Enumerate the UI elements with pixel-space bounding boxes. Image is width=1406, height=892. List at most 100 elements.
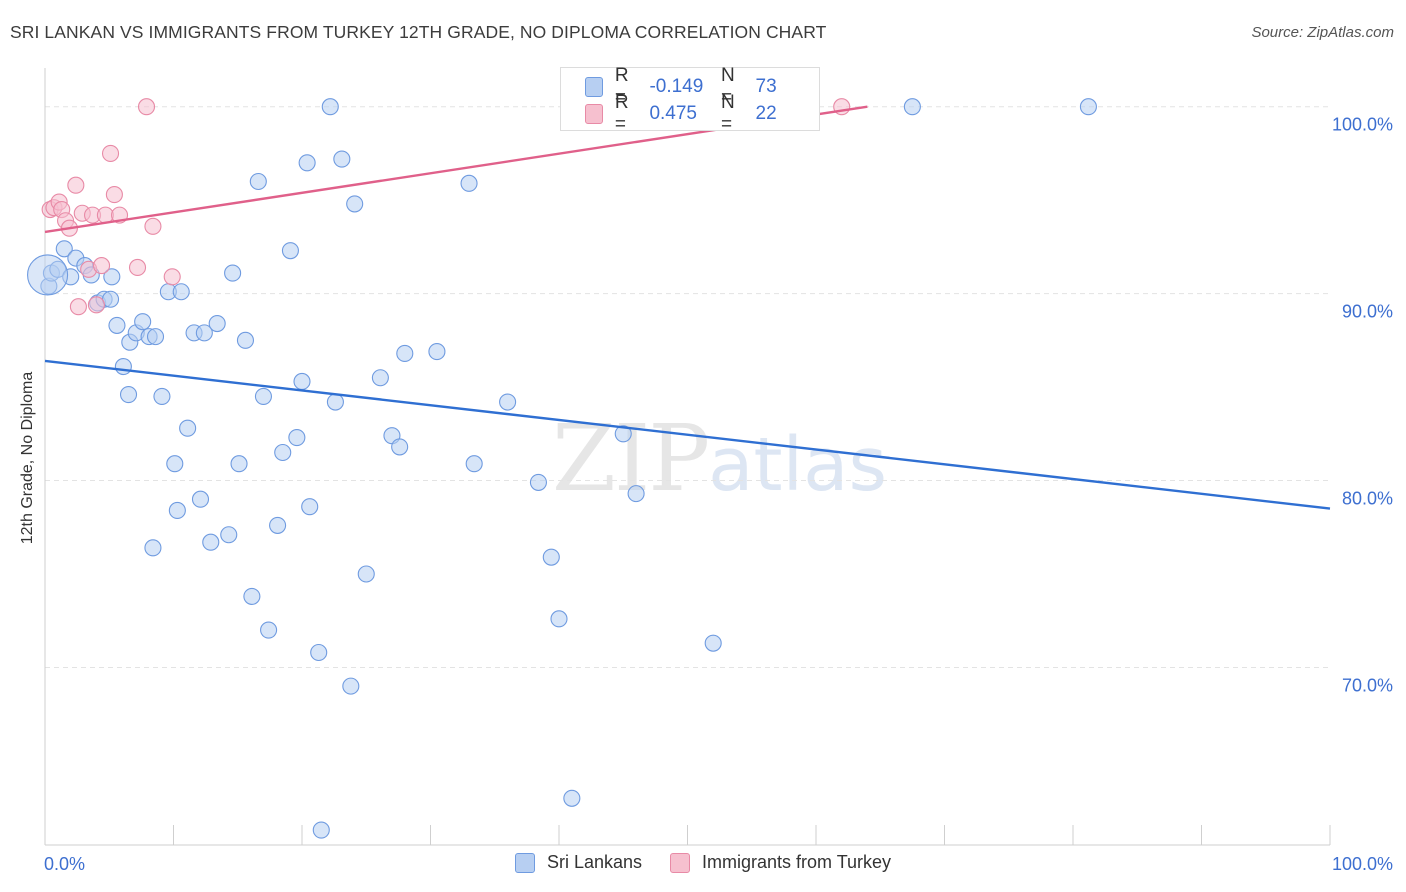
data-point (298, 154, 316, 172)
y-tick-label: 70.0% (1342, 675, 1393, 695)
data-point (166, 455, 184, 473)
data-point (614, 425, 632, 443)
legend-row-sri-lankans: R = -0.149 N = 73 (585, 65, 819, 108)
legend-swatch-pink (585, 104, 603, 124)
trend-line (44, 359, 1331, 510)
data-point (542, 548, 560, 566)
legend-r-label: R = (614, 92, 629, 135)
legend-item-immigrants-from-turkey: Immigrants from Turkey (670, 852, 891, 873)
data-point (195, 324, 213, 342)
data-point (274, 443, 292, 462)
legend-n-value: 22 (755, 103, 777, 124)
series-legend: Sri Lankans Immigrants from Turkey (0, 852, 1406, 873)
data-point (391, 438, 409, 456)
data-point (179, 419, 197, 437)
legend-label-immigrants-from-turkey: Immigrants from Turkey (702, 852, 892, 872)
data-point (92, 257, 111, 275)
data-point (281, 242, 299, 260)
y-tick-label: 90.0% (1342, 302, 1393, 322)
legend-r-label: R = (614, 65, 629, 108)
data-point (249, 172, 267, 191)
data-point (224, 264, 242, 282)
data-point (153, 387, 171, 405)
data-point (128, 258, 147, 277)
data-point (563, 789, 581, 807)
data-point (144, 539, 162, 557)
data-point (230, 455, 248, 473)
legend-label-sri-lankans: Sri Lankans (546, 852, 642, 872)
series-immigrants-from-turkey (41, 98, 851, 316)
data-point (460, 174, 478, 192)
data-point (236, 331, 255, 349)
data-point (1079, 98, 1097, 116)
tick-labels: 70.0% 80.0% 90.0% 100.0% 0.0% 100.0% (44, 115, 1393, 874)
data-point (144, 217, 162, 235)
data-point (119, 386, 138, 404)
data-point (134, 313, 152, 331)
y-tick-label: 80.0% (1342, 489, 1393, 509)
data-point (529, 473, 547, 491)
data-point (108, 316, 126, 334)
legend-n-label: N = (720, 65, 735, 108)
data-point (428, 343, 446, 361)
data-point (168, 501, 186, 519)
legend-row-immigrants-from-turkey: R = 0.475 N = 22 (585, 92, 819, 135)
data-point (301, 498, 319, 516)
data-point (310, 643, 328, 662)
data-point (208, 314, 226, 333)
data-point (103, 268, 121, 286)
data-point (163, 268, 181, 286)
data-point (55, 240, 73, 258)
data-point (321, 98, 339, 116)
data-point (357, 565, 375, 583)
trend-lines (44, 105, 1331, 510)
legend-r-value: 0.475 (649, 103, 697, 124)
y-tick-label: 100.0% (1332, 115, 1393, 135)
legend-swatch-blue (585, 77, 603, 97)
series-sri-lankans (27, 98, 1097, 839)
data-point (87, 296, 105, 314)
data-point (172, 283, 190, 301)
chart-title: SRI LANKAN VS IMMIGRANTS FROM TURKEY 12T… (10, 22, 827, 42)
legend-r-value: -0.149 (649, 76, 704, 97)
data-point (202, 533, 220, 551)
data-point (342, 677, 360, 695)
x-tick-label: 100.0% (1332, 854, 1393, 874)
legend-swatch-pink (670, 852, 690, 873)
data-point (326, 393, 344, 411)
watermark-atlas: atlas (708, 422, 887, 508)
data-point (69, 298, 87, 316)
data-point (704, 634, 722, 652)
axes (44, 68, 1331, 846)
data-point (137, 98, 156, 116)
data-point (243, 587, 261, 605)
data-point (269, 516, 287, 534)
data-point (254, 387, 273, 405)
data-point (105, 186, 123, 204)
data-point (288, 428, 306, 447)
legend-item-sri-lankans: Sri Lankans (514, 852, 642, 873)
data-point (146, 328, 165, 346)
data-point (114, 357, 132, 376)
x-tick-label: 0.0% (44, 854, 85, 874)
data-point (333, 150, 351, 168)
legend-n-label: N = (720, 92, 735, 135)
legend-n-value: 73 (755, 76, 777, 97)
data-point (312, 821, 330, 839)
data-point (27, 254, 69, 296)
data-point (550, 610, 568, 628)
data-point (101, 144, 120, 163)
data-point (260, 621, 278, 639)
gridlines (45, 106, 1330, 668)
data-point (903, 98, 921, 116)
data-point (396, 344, 414, 362)
data-point (499, 393, 517, 411)
data-point (220, 526, 238, 544)
source-credit: Source: ZipAtlas.com (1251, 24, 1394, 41)
data-point (67, 176, 85, 194)
data-point (346, 195, 364, 213)
data-point (465, 455, 483, 473)
data-point (191, 490, 210, 508)
data-point (371, 369, 389, 387)
